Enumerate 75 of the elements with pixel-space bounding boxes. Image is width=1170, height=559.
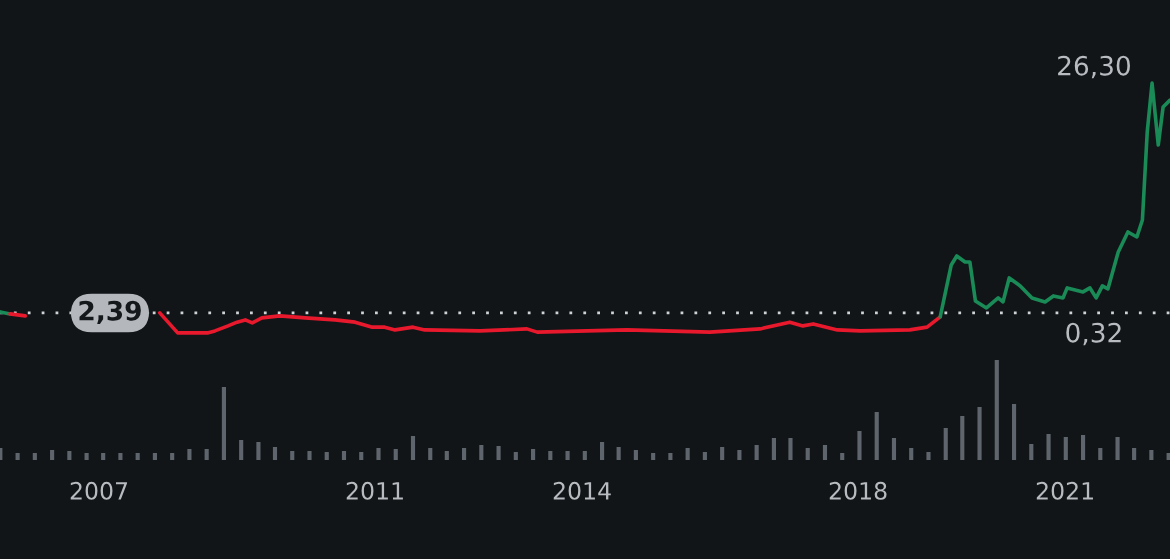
bar bbox=[805, 448, 810, 460]
bar bbox=[428, 448, 433, 460]
bar bbox=[737, 450, 742, 460]
bar bbox=[943, 428, 948, 460]
bar bbox=[393, 449, 398, 460]
bar bbox=[341, 451, 347, 460]
bar bbox=[187, 449, 192, 460]
bar bbox=[359, 452, 364, 460]
bar bbox=[582, 451, 587, 460]
bar bbox=[531, 449, 536, 460]
bar bbox=[977, 407, 982, 460]
bar bbox=[444, 451, 449, 460]
bar bbox=[221, 387, 226, 460]
bar bbox=[926, 452, 931, 460]
text: 26,30 bbox=[1058, 55, 1130, 79]
bar bbox=[1115, 437, 1120, 460]
bar bbox=[685, 448, 690, 460]
bar bbox=[1132, 448, 1137, 460]
bar bbox=[633, 450, 638, 460]
bar bbox=[565, 451, 570, 460]
bar bbox=[152, 453, 157, 460]
bar bbox=[1063, 437, 1068, 460]
bar bbox=[272, 447, 278, 460]
bar bbox=[84, 453, 89, 460]
bar bbox=[15, 453, 20, 460]
bar bbox=[1149, 450, 1154, 460]
bar bbox=[1029, 444, 1034, 460]
bar bbox=[256, 442, 261, 460]
annotation: 0,32 bbox=[1066, 322, 1121, 346]
bar bbox=[462, 448, 467, 460]
bar bbox=[651, 453, 656, 460]
bar bbox=[290, 451, 295, 460]
bar bbox=[1046, 434, 1051, 460]
bar bbox=[101, 453, 106, 460]
bar bbox=[857, 431, 862, 460]
bar bbox=[204, 449, 209, 460]
bar bbox=[994, 360, 999, 460]
bar bbox=[376, 448, 381, 460]
bar bbox=[702, 452, 707, 460]
bar bbox=[496, 446, 501, 460]
bar bbox=[1098, 448, 1103, 460]
bar bbox=[513, 452, 518, 460]
bar bbox=[479, 445, 484, 460]
bar bbox=[600, 442, 605, 460]
bar bbox=[410, 436, 416, 460]
x-tick-label: 2011 bbox=[346, 481, 403, 500]
bar bbox=[616, 447, 621, 460]
x-tick-label: 2018 bbox=[829, 481, 887, 500]
bar bbox=[170, 453, 175, 460]
bar bbox=[840, 453, 845, 460]
bar bbox=[822, 445, 828, 460]
bar bbox=[135, 453, 140, 460]
bar bbox=[307, 451, 312, 460]
bar bbox=[720, 447, 725, 460]
bar bbox=[548, 451, 553, 460]
bar bbox=[324, 452, 329, 460]
x-tick-label: 2021 bbox=[1036, 481, 1093, 500]
x-tick-label: 2014 bbox=[553, 481, 611, 500]
bar bbox=[909, 448, 914, 460]
bar bbox=[239, 440, 244, 460]
bar bbox=[668, 453, 673, 460]
bar bbox=[32, 453, 37, 460]
x-tick-label: 2007 bbox=[70, 481, 128, 500]
bar bbox=[960, 416, 965, 460]
bar bbox=[788, 438, 793, 460]
bar bbox=[891, 438, 897, 460]
bar bbox=[771, 438, 776, 460]
bar bbox=[874, 412, 879, 460]
bar bbox=[1080, 435, 1086, 460]
bar bbox=[67, 451, 72, 460]
bar bbox=[754, 445, 759, 460]
bar bbox=[118, 453, 123, 460]
annotation: 2,39 bbox=[79, 300, 141, 325]
bar bbox=[1011, 404, 1017, 460]
bar bbox=[50, 450, 55, 460]
